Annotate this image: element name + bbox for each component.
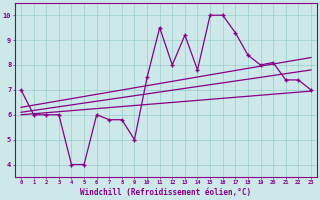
X-axis label: Windchill (Refroidissement éolien,°C): Windchill (Refroidissement éolien,°C) xyxy=(80,188,252,197)
